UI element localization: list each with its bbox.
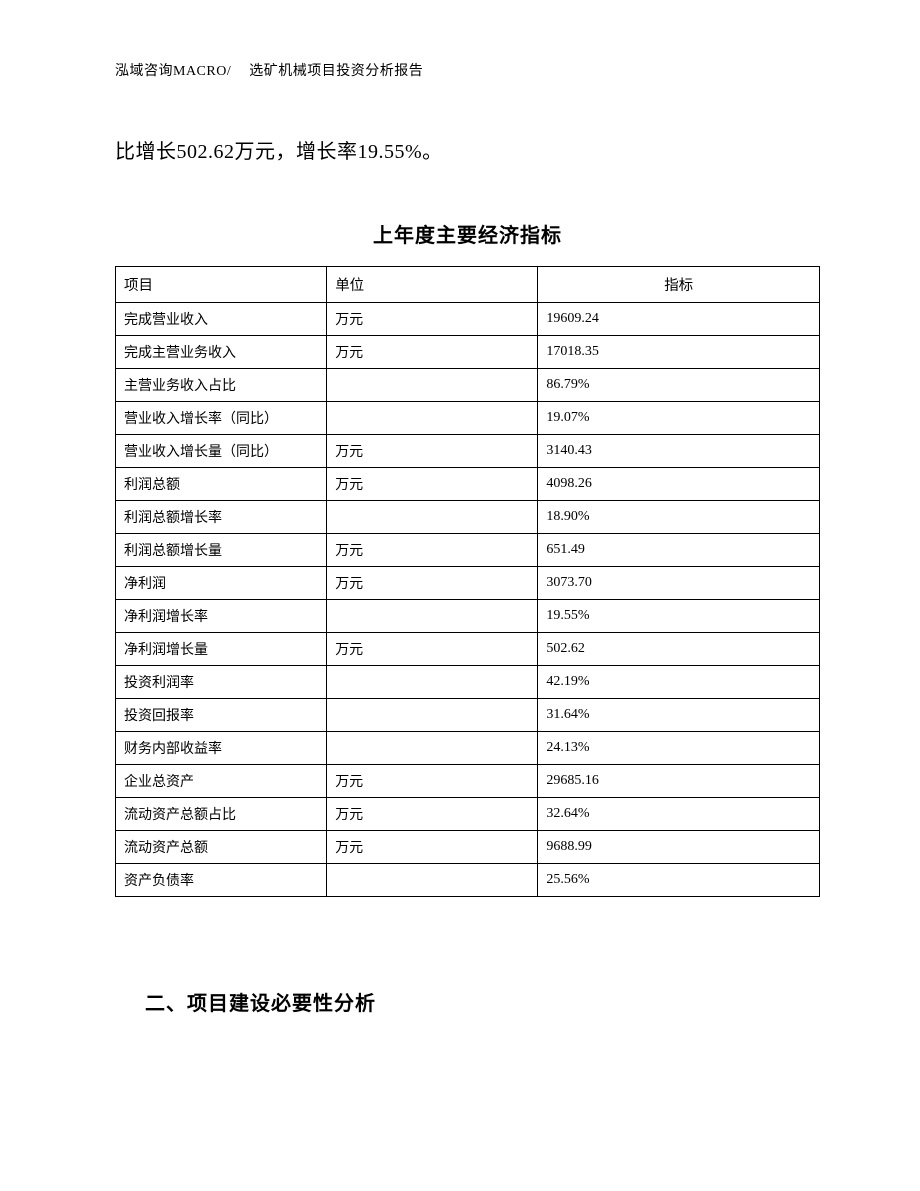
table-cell: 万元 xyxy=(327,435,538,468)
table-cell: 利润总额增长量 xyxy=(116,534,327,567)
table-title: 上年度主要经济指标 xyxy=(115,219,820,248)
table-cell: 502.62 xyxy=(538,633,820,666)
table-cell: 财务内部收益率 xyxy=(116,732,327,765)
table-cell: 主营业务收入占比 xyxy=(116,369,327,402)
table-cell: 18.90% xyxy=(538,501,820,534)
table-cell: 19609.24 xyxy=(538,303,820,336)
table-row: 利润总额增长量万元651.49 xyxy=(116,534,820,567)
table-cell: 利润总额 xyxy=(116,468,327,501)
table-cell xyxy=(327,402,538,435)
table-cell: 42.19% xyxy=(538,666,820,699)
table-cell: 营业收入增长量（同比） xyxy=(116,435,327,468)
table-cell: 投资利润率 xyxy=(116,666,327,699)
table-cell: 流动资产总额占比 xyxy=(116,798,327,831)
economic-indicators-table: 项目 单位 指标 完成营业收入万元19609.24完成主营业务收入万元17018… xyxy=(115,266,820,897)
table-row: 营业收入增长率（同比） 19.07% xyxy=(116,402,820,435)
table-row: 利润总额增长率 18.90% xyxy=(116,501,820,534)
table-cell xyxy=(327,501,538,534)
table-cell: 3140.43 xyxy=(538,435,820,468)
table-cell: 万元 xyxy=(327,303,538,336)
table-cell: 企业总资产 xyxy=(116,765,327,798)
table-row: 完成营业收入万元19609.24 xyxy=(116,303,820,336)
table-cell: 9688.99 xyxy=(538,831,820,864)
table-row: 主营业务收入占比 86.79% xyxy=(116,369,820,402)
header-doc-title: 选矿机械项目投资分析报告 xyxy=(249,64,423,79)
table-cell: 净利润增长率 xyxy=(116,600,327,633)
table-row: 投资利润率 42.19% xyxy=(116,666,820,699)
table-cell xyxy=(327,699,538,732)
col-header-item: 项目 xyxy=(116,267,327,303)
header-company: 泓域咨询MACRO/ xyxy=(115,64,231,79)
table-row: 净利润增长率 19.55% xyxy=(116,600,820,633)
table-cell: 资产负债率 xyxy=(116,864,327,897)
table-cell: 24.13% xyxy=(538,732,820,765)
table-cell: 32.64% xyxy=(538,798,820,831)
table-cell: 万元 xyxy=(327,831,538,864)
table-cell: 万元 xyxy=(327,798,538,831)
table-cell: 86.79% xyxy=(538,369,820,402)
table-cell: 4098.26 xyxy=(538,468,820,501)
table-cell: 净利润 xyxy=(116,567,327,600)
col-header-unit: 单位 xyxy=(327,267,538,303)
table-cell xyxy=(327,666,538,699)
table-cell: 万元 xyxy=(327,468,538,501)
table-row: 投资回报率 31.64% xyxy=(116,699,820,732)
table-cell: 万元 xyxy=(327,633,538,666)
page-header: 泓域咨询MACRO/选矿机械项目投资分析报告 xyxy=(115,60,820,80)
table-row: 完成主营业务收入万元17018.35 xyxy=(116,336,820,369)
table-cell: 净利润增长量 xyxy=(116,633,327,666)
table-cell: 完成营业收入 xyxy=(116,303,327,336)
table-row: 净利润万元3073.70 xyxy=(116,567,820,600)
table-cell xyxy=(327,732,538,765)
table-cell: 流动资产总额 xyxy=(116,831,327,864)
table-row: 财务内部收益率 24.13% xyxy=(116,732,820,765)
table-cell xyxy=(327,600,538,633)
table-cell xyxy=(327,864,538,897)
table-row: 企业总资产万元29685.16 xyxy=(116,765,820,798)
table-cell: 利润总额增长率 xyxy=(116,501,327,534)
table-cell: 营业收入增长率（同比） xyxy=(116,402,327,435)
table-body: 完成营业收入万元19609.24完成主营业务收入万元17018.35主营业务收入… xyxy=(116,303,820,897)
table-row: 流动资产总额占比万元32.64% xyxy=(116,798,820,831)
table-cell xyxy=(327,369,538,402)
table-cell: 万元 xyxy=(327,567,538,600)
table-row: 利润总额万元4098.26 xyxy=(116,468,820,501)
table-cell: 完成主营业务收入 xyxy=(116,336,327,369)
table-cell: 31.64% xyxy=(538,699,820,732)
table-row: 营业收入增长量（同比）万元3140.43 xyxy=(116,435,820,468)
table-cell: 651.49 xyxy=(538,534,820,567)
table-cell: 万元 xyxy=(327,534,538,567)
table-cell: 19.55% xyxy=(538,600,820,633)
table-cell: 3073.70 xyxy=(538,567,820,600)
table-row: 流动资产总额万元9688.99 xyxy=(116,831,820,864)
table-cell: 万元 xyxy=(327,765,538,798)
table-header-row: 项目 单位 指标 xyxy=(116,267,820,303)
table-cell: 17018.35 xyxy=(538,336,820,369)
table-cell: 29685.16 xyxy=(538,765,820,798)
table-cell: 25.56% xyxy=(538,864,820,897)
table-row: 净利润增长量万元502.62 xyxy=(116,633,820,666)
section-heading: 二、项目建设必要性分析 xyxy=(145,987,820,1016)
table-cell: 19.07% xyxy=(538,402,820,435)
table-row: 资产负债率 25.56% xyxy=(116,864,820,897)
table-cell: 投资回报率 xyxy=(116,699,327,732)
col-header-indicator: 指标 xyxy=(538,267,820,303)
table-cell: 万元 xyxy=(327,336,538,369)
intro-text: 比增长502.62万元，增长率19.55%。 xyxy=(115,135,820,164)
